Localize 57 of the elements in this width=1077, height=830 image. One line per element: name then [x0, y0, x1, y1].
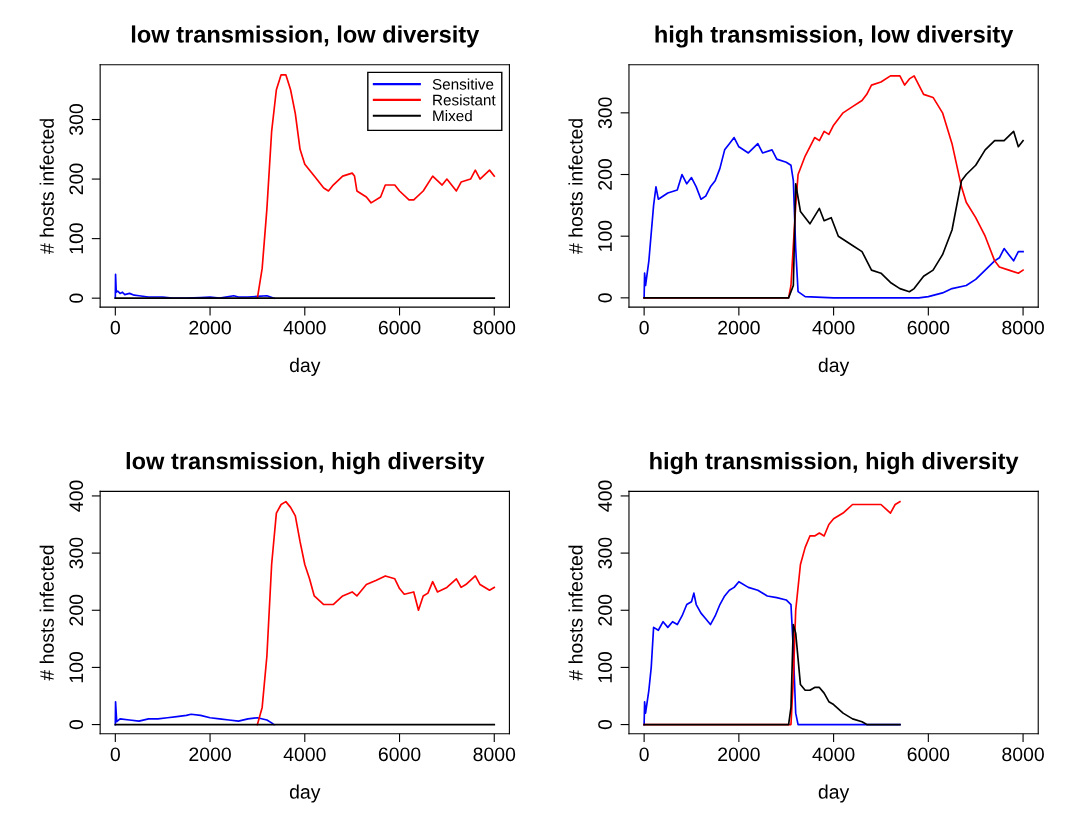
x-tick-label: 0: [110, 747, 120, 762]
y-tick-label: 200: [69, 594, 84, 626]
y-tick-label: 300: [69, 104, 84, 135]
x-tick-label: 2000: [189, 747, 231, 762]
y-tick-label: 300: [598, 537, 612, 569]
x-tick-label: 2000: [718, 747, 760, 762]
y-tick-label: 0: [598, 293, 612, 303]
x-tick-label: 4000: [812, 747, 855, 762]
y-axis-title: # hosts infected: [39, 545, 54, 681]
x-tick-label: 8000: [473, 320, 516, 335]
legend-label: Sensitive: [432, 78, 494, 90]
y-tick-label: 200: [598, 594, 612, 626]
y-tick-label: 200: [69, 163, 84, 195]
line-series: [114, 700, 275, 726]
y-tick-label: 300: [598, 97, 612, 129]
y-tick-label: 300: [69, 537, 84, 569]
x-tick-label: 6000: [378, 320, 421, 335]
y-tick-label: 400: [69, 480, 84, 512]
x-tick-label: 6000: [907, 747, 950, 762]
y-tick-label: 100: [69, 651, 84, 683]
x-tick-label: 4000: [812, 320, 855, 335]
line-series: [643, 623, 901, 726]
y-tick-label: 0: [69, 719, 84, 730]
x-tick-label: 2000: [189, 320, 231, 335]
y-tick-label: 200: [598, 159, 612, 190]
y-tick-label: 100: [598, 220, 612, 251]
y-axis-title: # hosts infected: [568, 119, 583, 254]
y-tick-label: 0: [69, 293, 84, 303]
x-tick-label: 8000: [1002, 747, 1044, 762]
x-axis-title: day: [818, 357, 850, 376]
chart-title: low transmission, high diversity: [126, 452, 485, 475]
y-tick-label: 400: [598, 480, 612, 512]
x-tick-label: 6000: [378, 747, 421, 762]
y-tick-label: 100: [69, 223, 84, 254]
x-tick-label: 4000: [283, 320, 326, 335]
x-tick-label: 0: [639, 747, 649, 762]
chart-title: high transmission, high diversity: [650, 452, 1019, 475]
chart-title: high transmission, low diversity: [655, 25, 1014, 48]
x-axis-title: day: [818, 784, 850, 803]
y-axis-title: # hosts infected: [568, 545, 583, 681]
chart-title: low transmission, low diversity: [131, 25, 480, 48]
y-tick-label: 0: [598, 719, 612, 730]
x-tick-label: 6000: [907, 320, 950, 335]
x-tick-label: 2000: [718, 320, 760, 335]
line-series: [256, 500, 496, 726]
x-axis-title: day: [289, 357, 321, 376]
line-series: [256, 74, 496, 300]
x-axis-title: day: [289, 784, 321, 803]
x-tick-label: 8000: [1002, 320, 1044, 335]
y-axis-title: # hosts infected: [39, 119, 54, 254]
y-tick-label: 100: [598, 651, 612, 683]
x-tick-label: 8000: [473, 747, 516, 762]
x-tick-label: 4000: [283, 747, 326, 762]
x-tick-label: 0: [110, 320, 120, 335]
x-tick-label: 0: [639, 320, 649, 335]
legend-label: Resistant: [433, 94, 496, 106]
legend-label: Mixed: [433, 110, 472, 122]
